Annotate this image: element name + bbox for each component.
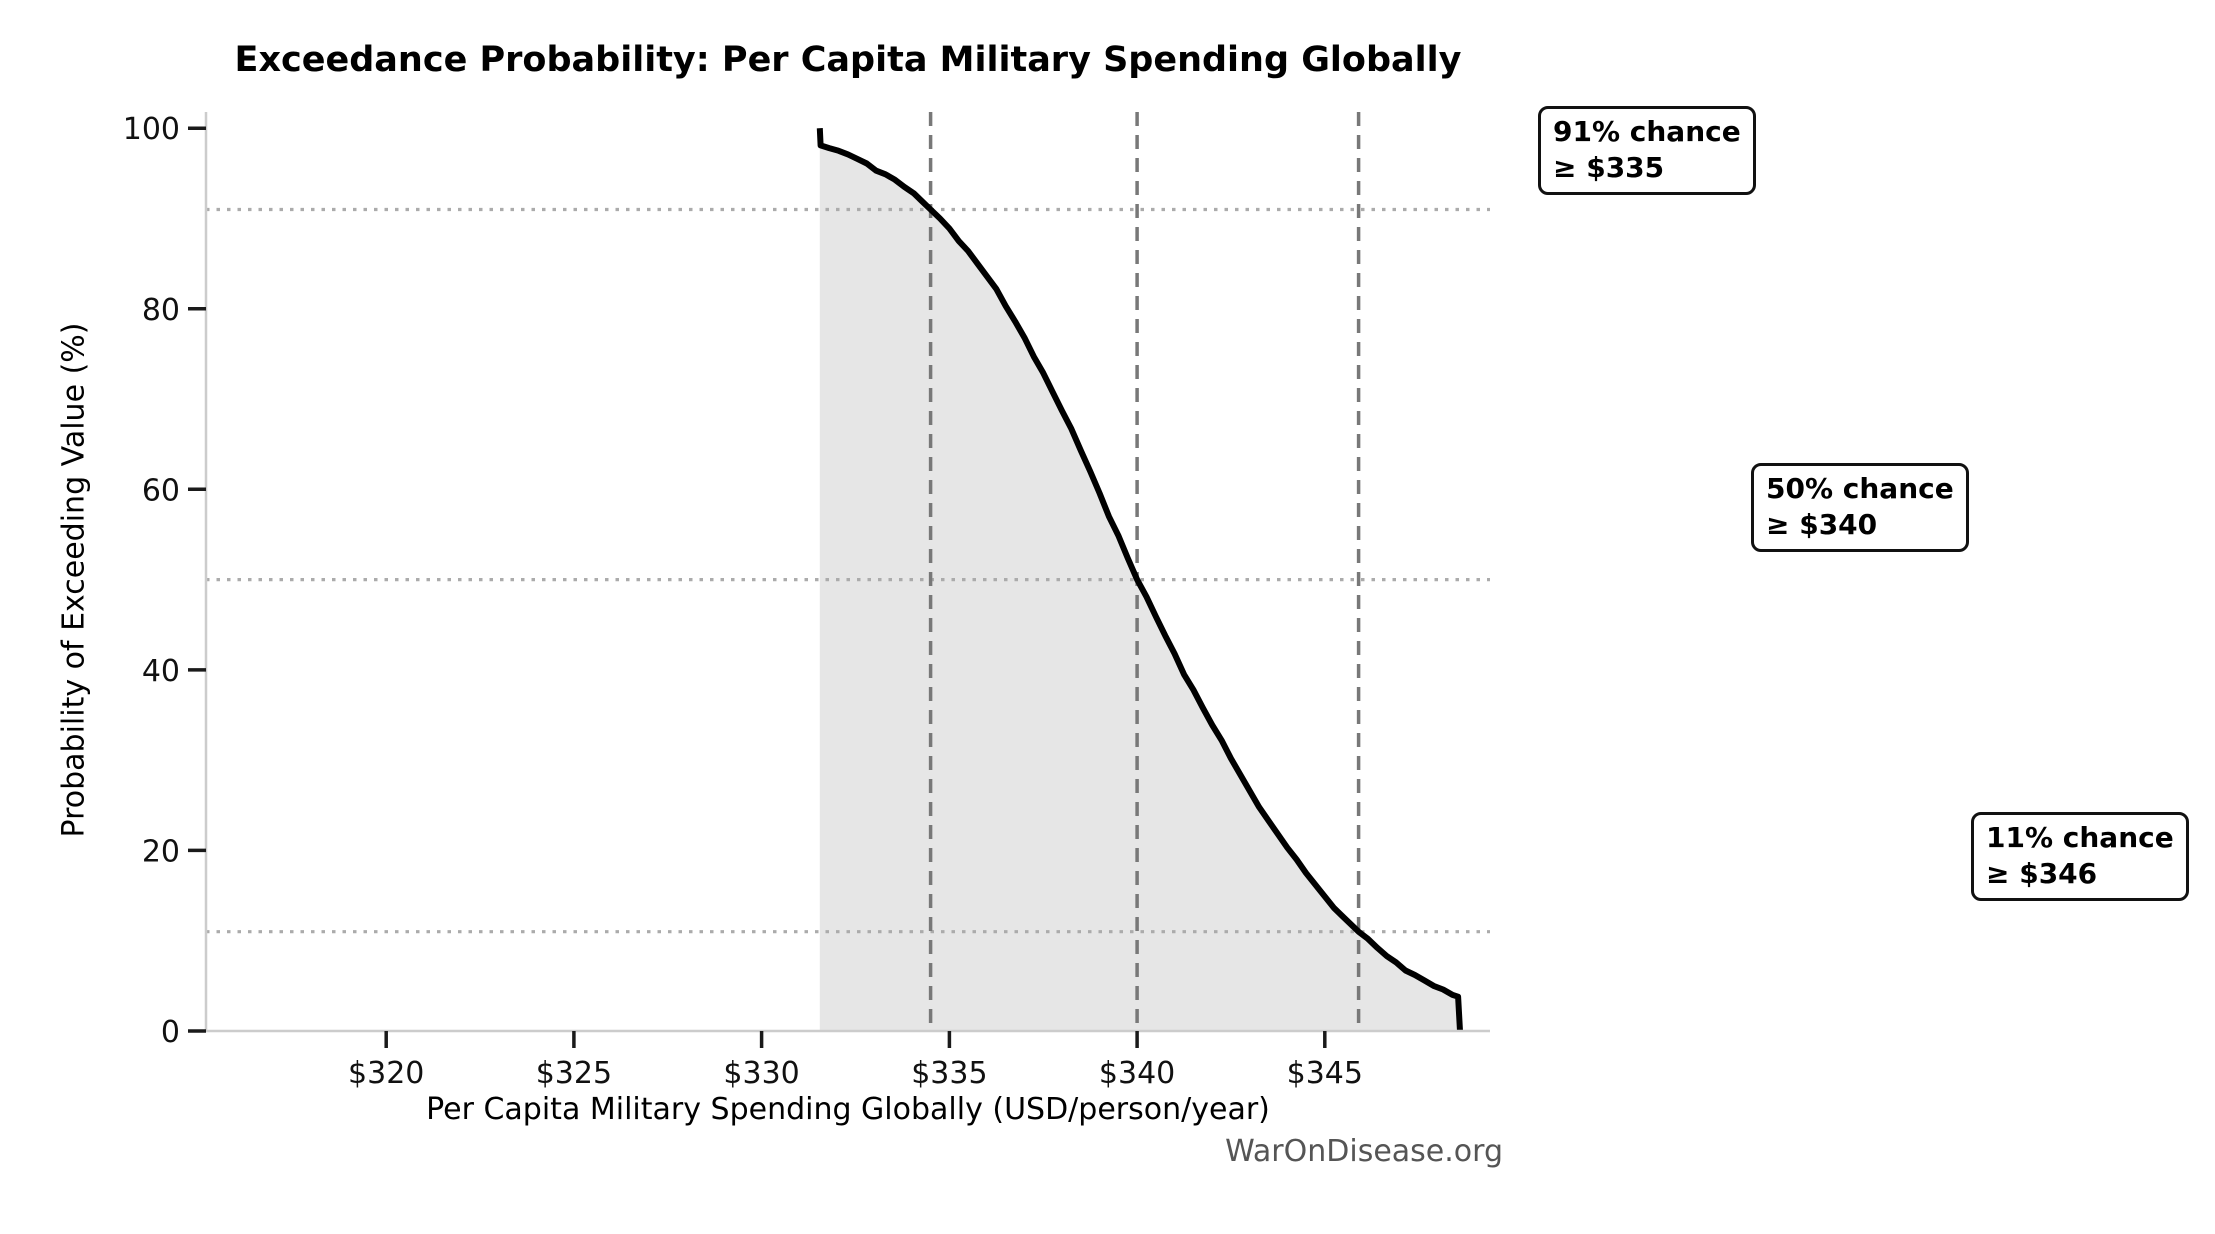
annotation-box: 50% chance ≥ $340 [1751, 463, 1969, 552]
y-tick-label: 0 [161, 1015, 180, 1050]
annotation-line: ≥ $340 [1766, 508, 1878, 542]
x-axis-title: Per Capita Military Spending Globally (U… [426, 1092, 1270, 1127]
x-tick-label: $340 [1099, 1056, 1175, 1091]
y-tick-label: 60 [142, 473, 180, 508]
annotation-line: 50% chance [1766, 472, 1954, 505]
x-tick-label: $345 [1287, 1056, 1363, 1091]
y-tick-label: 100 [123, 112, 180, 147]
annotation-box: 91% chance ≥ $335 [1538, 106, 1756, 195]
annotation-line: ≥ $335 [1553, 151, 1665, 185]
y-tick-label: 40 [142, 654, 180, 689]
ccdf-area-fill [819, 128, 1460, 1031]
watermark-text: WarOnDisease.org [1225, 1134, 1503, 1169]
annotation-box: 11% chance ≥ $346 [1971, 812, 2189, 901]
x-tick-label: $335 [911, 1056, 987, 1091]
y-tick-label: 20 [142, 834, 180, 869]
annotation-line: 11% chance [1986, 821, 2174, 854]
annotation-line: ≥ $346 [1986, 857, 2098, 891]
annotation-line: 91% chance [1553, 115, 1741, 148]
x-tick-label: $320 [348, 1056, 424, 1091]
y-axis-title: Probability of Exceeding Value (%) [56, 322, 92, 838]
x-tick-label: $325 [536, 1056, 612, 1091]
x-tick-label: $330 [723, 1056, 799, 1091]
chart-title: Exceedance Probability: Per Capita Milit… [234, 40, 1462, 80]
ccdf-curve [816, 128, 1463, 1032]
y-tick-label: 80 [142, 293, 180, 328]
